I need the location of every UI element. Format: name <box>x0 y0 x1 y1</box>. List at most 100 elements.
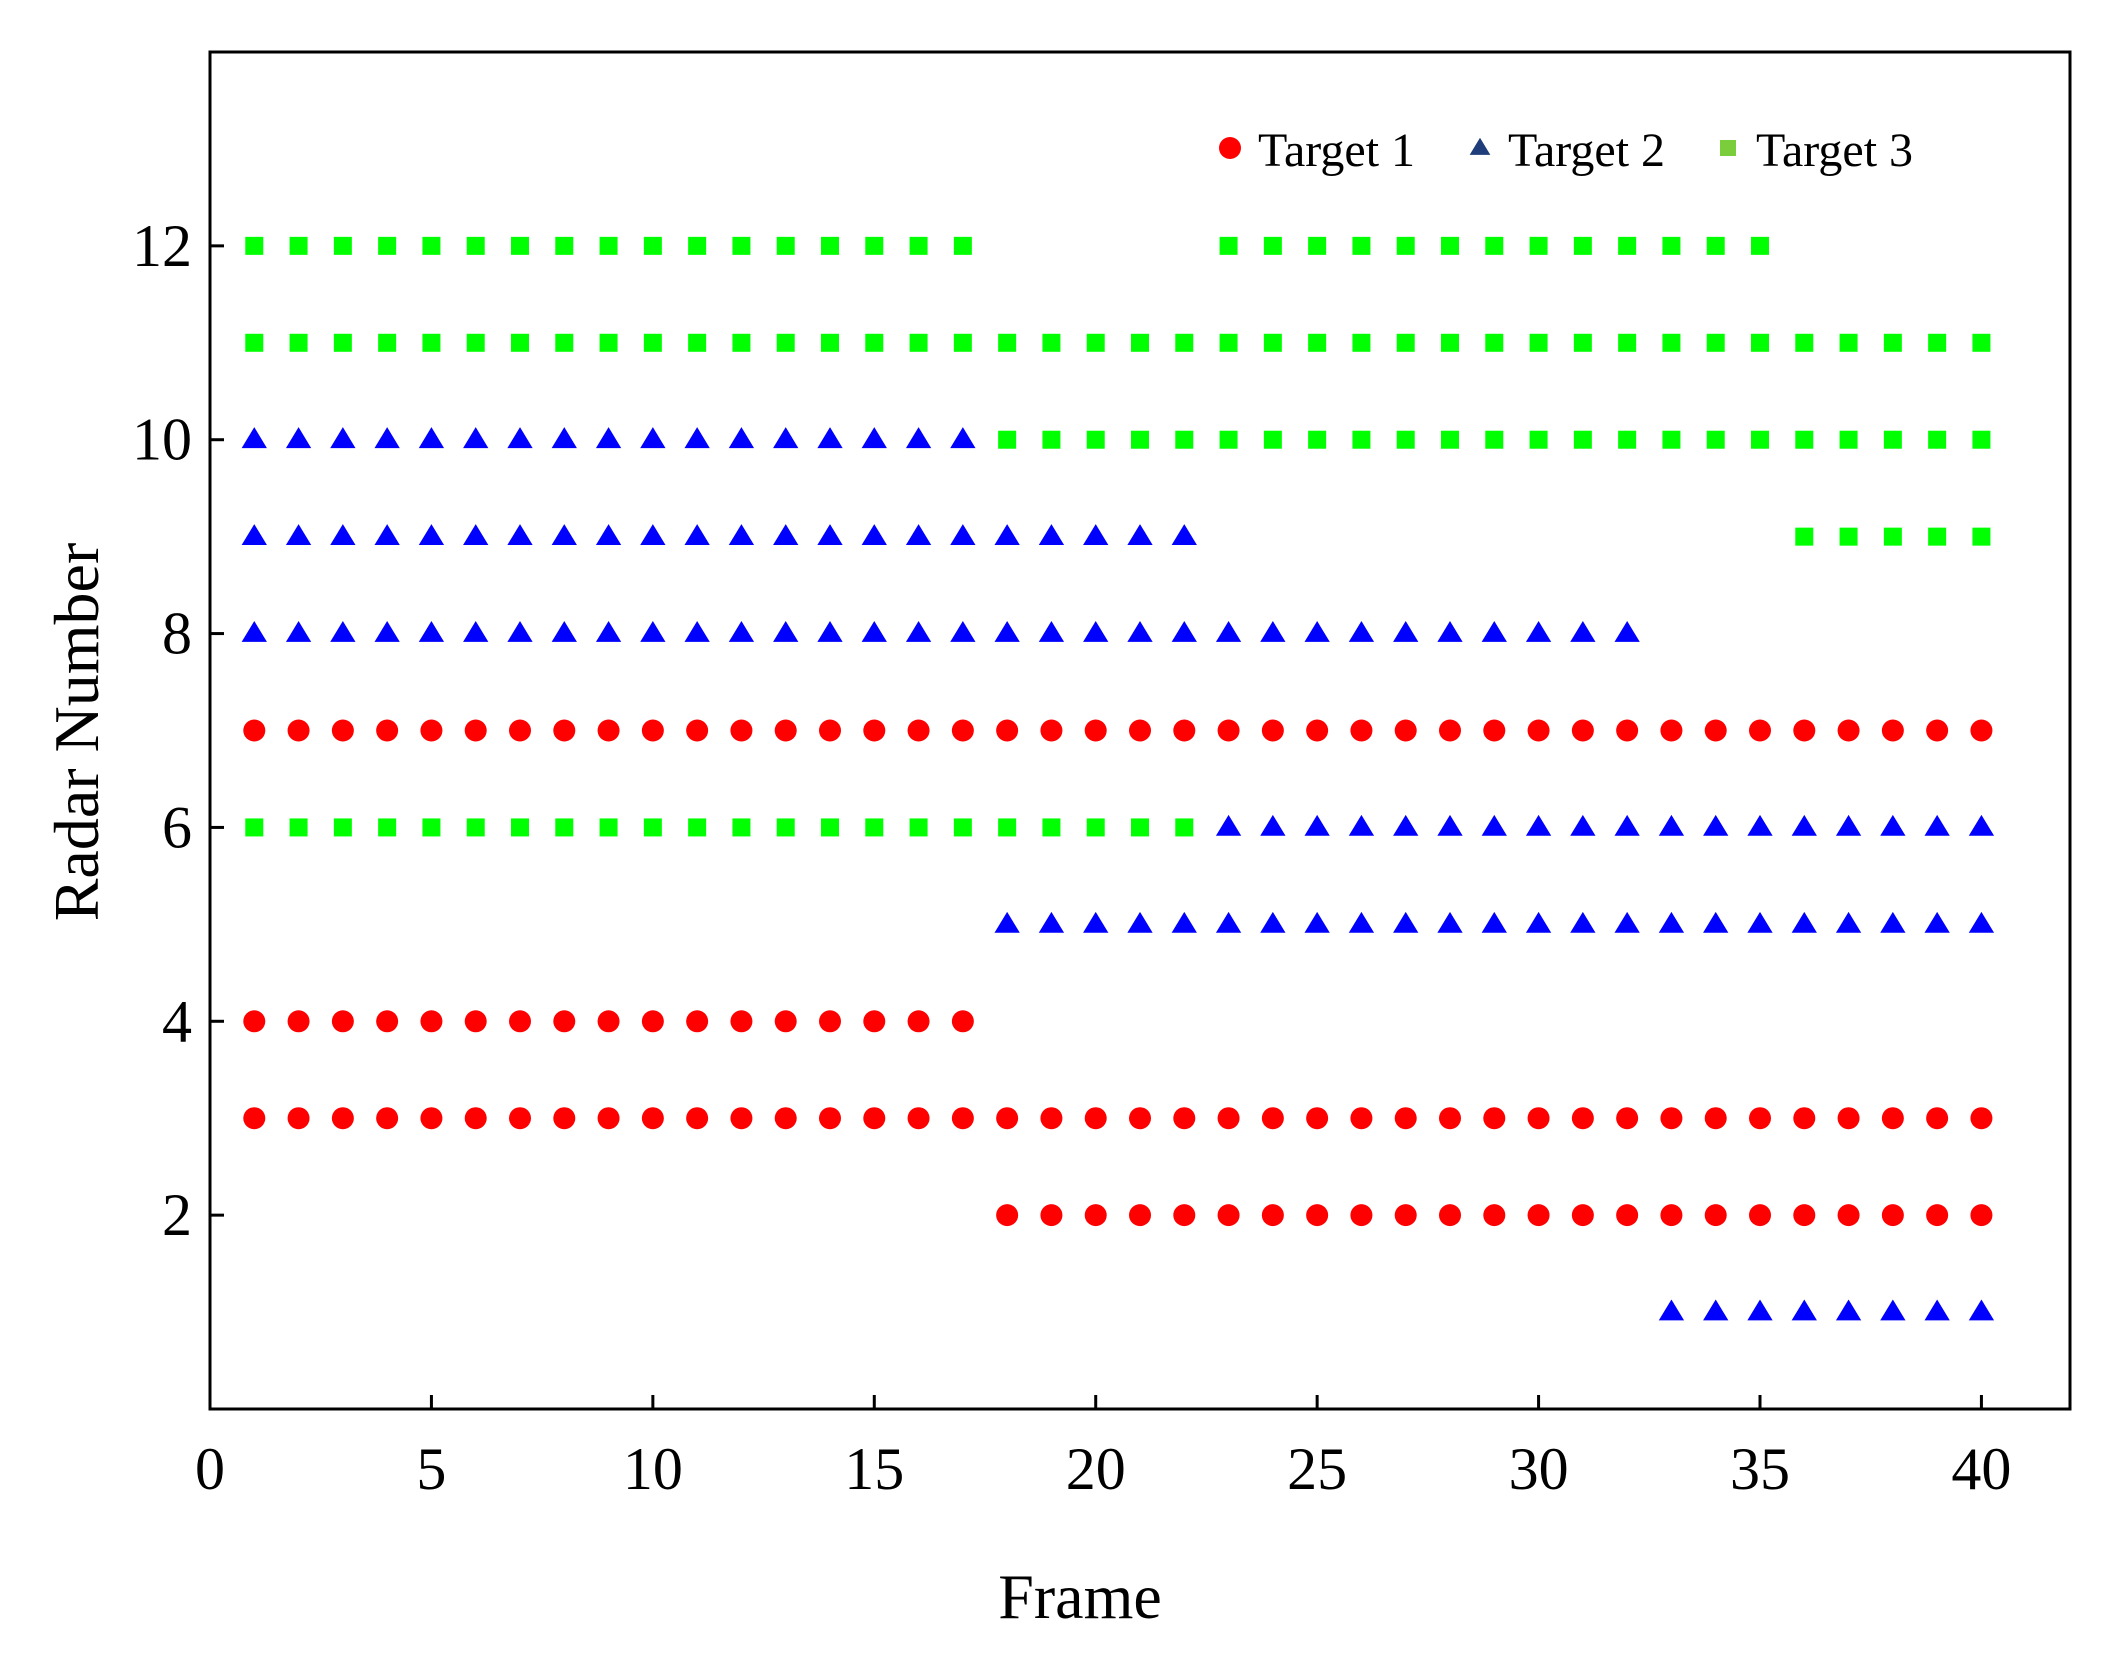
data-point <box>331 1010 354 1033</box>
data-point <box>1084 719 1107 742</box>
data-point <box>509 1010 531 1033</box>
data-point <box>1614 621 1640 642</box>
data-point <box>774 1010 797 1033</box>
data-point <box>1127 621 1153 642</box>
legend: Target 1 Target 2 Target 3 <box>1219 124 1913 177</box>
data-point <box>950 621 976 642</box>
data-point <box>951 719 974 742</box>
data-point <box>1260 621 1286 642</box>
data-point <box>863 1107 886 1130</box>
data-point <box>374 524 400 546</box>
data-point <box>595 524 622 546</box>
data-point <box>1129 1107 1151 1130</box>
series-1 <box>243 719 1993 1227</box>
data-point <box>819 719 841 742</box>
data-point <box>773 621 799 642</box>
data-point <box>1795 430 1814 449</box>
data-point <box>1527 1204 1550 1227</box>
data-point <box>1924 911 1950 933</box>
data-point <box>776 236 795 255</box>
data-point <box>1928 333 1947 352</box>
data-point <box>909 236 928 255</box>
data-point <box>287 1107 310 1130</box>
x-tick-label: 15 <box>844 1436 904 1502</box>
data-point <box>776 818 795 837</box>
data-point <box>1618 333 1637 352</box>
data-point <box>1703 911 1729 933</box>
data-point <box>464 1107 487 1130</box>
data-point <box>1348 814 1375 836</box>
data-point <box>1662 236 1681 255</box>
data-point <box>1835 1299 1862 1321</box>
data-point <box>1527 1107 1550 1130</box>
data-point <box>1040 1204 1063 1227</box>
data-point <box>1616 1204 1639 1227</box>
data-point <box>1219 333 1238 352</box>
data-point <box>863 719 886 742</box>
data-point <box>1393 814 1419 836</box>
y-tick-label: 2 <box>162 1182 192 1248</box>
data-point <box>1616 719 1639 742</box>
data-point <box>420 719 443 742</box>
data-point <box>996 1107 1019 1130</box>
data-point <box>998 333 1017 352</box>
data-point <box>555 333 574 352</box>
data-point <box>1352 333 1371 352</box>
data-point <box>1924 814 1950 836</box>
data-point <box>599 333 618 352</box>
data-point <box>728 621 755 642</box>
data-point <box>1791 1299 1817 1321</box>
data-point <box>463 621 489 642</box>
data-point <box>688 818 707 837</box>
data-point <box>1396 236 1415 255</box>
data-point <box>1658 911 1685 933</box>
data-point <box>245 236 264 255</box>
data-point <box>1306 1204 1329 1227</box>
data-point <box>466 333 485 352</box>
data-point <box>1083 911 1109 933</box>
data-point <box>1968 911 1995 933</box>
data-point <box>817 621 843 642</box>
data-point <box>285 621 312 642</box>
data-point <box>378 333 397 352</box>
data-point <box>507 427 533 449</box>
data-point <box>905 427 932 449</box>
data-point <box>1926 1107 1949 1130</box>
data-point <box>1970 1107 1993 1130</box>
data-point <box>819 1010 841 1033</box>
data-point <box>243 1010 266 1033</box>
data-point <box>1570 911 1596 933</box>
x-tick-label: 30 <box>1509 1436 1569 1502</box>
data-point <box>1570 621 1596 642</box>
data-point <box>1793 1204 1816 1227</box>
data-point <box>1883 333 1902 352</box>
data-point <box>1525 911 1552 933</box>
data-point <box>1881 1107 1904 1130</box>
data-point <box>1350 1107 1373 1130</box>
data-point <box>420 1010 443 1033</box>
x-tick-label: 5 <box>416 1436 446 1502</box>
y-tick-label: 8 <box>162 601 192 667</box>
data-point <box>730 1010 753 1033</box>
data-point <box>1481 621 1507 642</box>
x-tick-label: 20 <box>1066 1436 1126 1502</box>
data-point <box>773 427 799 449</box>
data-point <box>1394 1107 1417 1130</box>
data-point <box>287 1010 310 1033</box>
data-point <box>641 1107 664 1130</box>
data-point <box>511 818 529 837</box>
data-point <box>1791 911 1817 933</box>
data-point <box>861 621 887 642</box>
data-point <box>1393 911 1419 933</box>
data-point <box>1883 430 1902 449</box>
data-point <box>1839 527 1858 546</box>
data-point <box>287 719 310 742</box>
data-point <box>1835 814 1862 836</box>
data-point <box>597 719 620 742</box>
data-point <box>1660 1204 1683 1227</box>
data-point <box>1972 430 1991 449</box>
data-point <box>1660 1107 1683 1130</box>
data-point <box>1260 911 1286 933</box>
data-point <box>1304 621 1330 642</box>
data-point <box>333 818 352 837</box>
